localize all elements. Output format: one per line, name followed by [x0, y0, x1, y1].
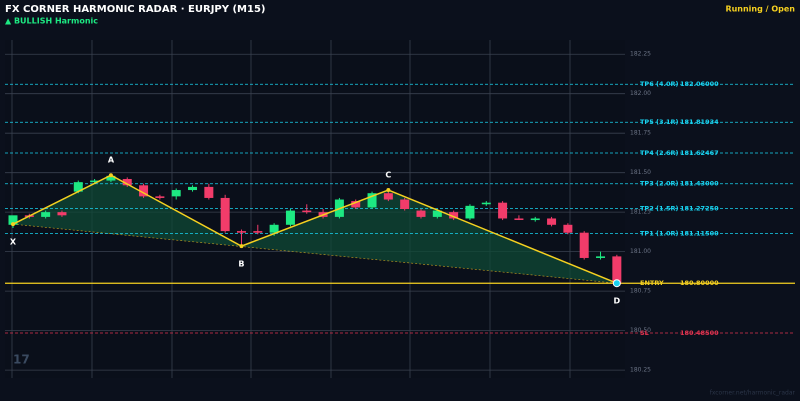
status: Running / Open — [725, 5, 795, 14]
pattern-point — [612, 279, 621, 288]
footer: fxcorner.net/harmonic_radar — [710, 390, 796, 397]
y-tick-label: 182.00 — [630, 90, 651, 97]
candle-body — [416, 210, 426, 217]
y-tick-label: 181.00 — [630, 248, 651, 255]
level-price: 181.81934 — [680, 118, 719, 126]
y-tick-label: 182.25 — [630, 51, 651, 58]
candle-body — [596, 256, 606, 258]
candle-body — [302, 210, 312, 213]
candle-body — [367, 193, 377, 208]
candle-body — [8, 215, 18, 225]
candle-body — [188, 186, 198, 191]
candle-body — [57, 212, 67, 216]
candle-body — [432, 210, 442, 217]
y-tick-label: 180.75 — [630, 288, 651, 295]
pattern-point — [11, 222, 15, 227]
pattern-point — [239, 244, 244, 249]
level-price: 180.80000 — [680, 279, 719, 287]
candle-body — [612, 256, 622, 284]
watermark: 17 — [13, 353, 30, 367]
candle-body — [563, 224, 573, 233]
pattern-label: B — [238, 260, 244, 269]
pattern-label: X — [10, 238, 17, 247]
level-price: 181.27250 — [680, 205, 719, 213]
candle-body — [547, 218, 557, 225]
level-label: TP4 (2.6R) — [640, 149, 678, 157]
level-label: ENTRY — [640, 279, 664, 287]
candle-body — [253, 231, 263, 233]
candle-body — [514, 218, 524, 220]
y-tick-label: 180.25 — [630, 367, 651, 374]
candle-body — [90, 180, 100, 183]
candle-body — [171, 190, 181, 197]
chart-subtitle: ▲ BULLISH Harmonic — [5, 17, 98, 26]
candle-body — [269, 224, 279, 233]
level-label: TP2 (1.5R) — [640, 205, 678, 213]
candle-body — [530, 218, 540, 221]
level-price: 181.11500 — [680, 229, 719, 237]
y-tick-label: 181.25 — [630, 209, 651, 216]
candle-body — [73, 182, 83, 192]
chart-title: FX CORNER HARMONIC RADAR · EURJPY (M15) — [5, 4, 266, 15]
candle-body — [481, 202, 491, 205]
candle-body — [579, 232, 589, 258]
level-price: 182.06000 — [680, 80, 719, 88]
candle-body — [220, 197, 230, 232]
candle-body — [351, 201, 361, 208]
pattern-label: A — [108, 156, 115, 165]
candle-body — [122, 178, 132, 186]
y-tick-label: 180.50 — [630, 327, 651, 334]
candle-body — [465, 205, 475, 219]
y-tick-label: 181.50 — [630, 169, 651, 176]
level-price: 180.48500 — [680, 329, 719, 337]
y-tick-label: 181.75 — [630, 130, 651, 137]
candle-body — [139, 185, 149, 197]
candle-body — [204, 186, 214, 198]
pattern-point — [386, 188, 391, 193]
candle-body — [449, 212, 459, 219]
pattern-label: C — [385, 171, 391, 180]
candle-body — [236, 231, 246, 233]
level-label: TP3 (2.0R) — [640, 180, 678, 188]
candle-body — [383, 193, 393, 200]
level-price: 181.62467 — [680, 149, 719, 157]
candle-body — [285, 210, 295, 225]
candle-body — [400, 199, 410, 209]
pattern-point — [108, 173, 113, 178]
x-d-line — [12, 223, 617, 284]
pattern-area — [13, 175, 617, 284]
pattern-label: D — [614, 297, 621, 306]
level-price: 181.43000 — [680, 180, 719, 188]
candle-body — [498, 202, 508, 219]
level-label: SL — [640, 329, 649, 337]
candle-body — [155, 196, 165, 198]
level-label: TP1 (1.0R) — [640, 229, 678, 237]
level-label: TP5 (3.1R) — [640, 118, 678, 126]
level-label: TP6 (4.0R) — [640, 80, 678, 88]
candle-body — [41, 212, 51, 217]
candle-body — [106, 175, 116, 181]
